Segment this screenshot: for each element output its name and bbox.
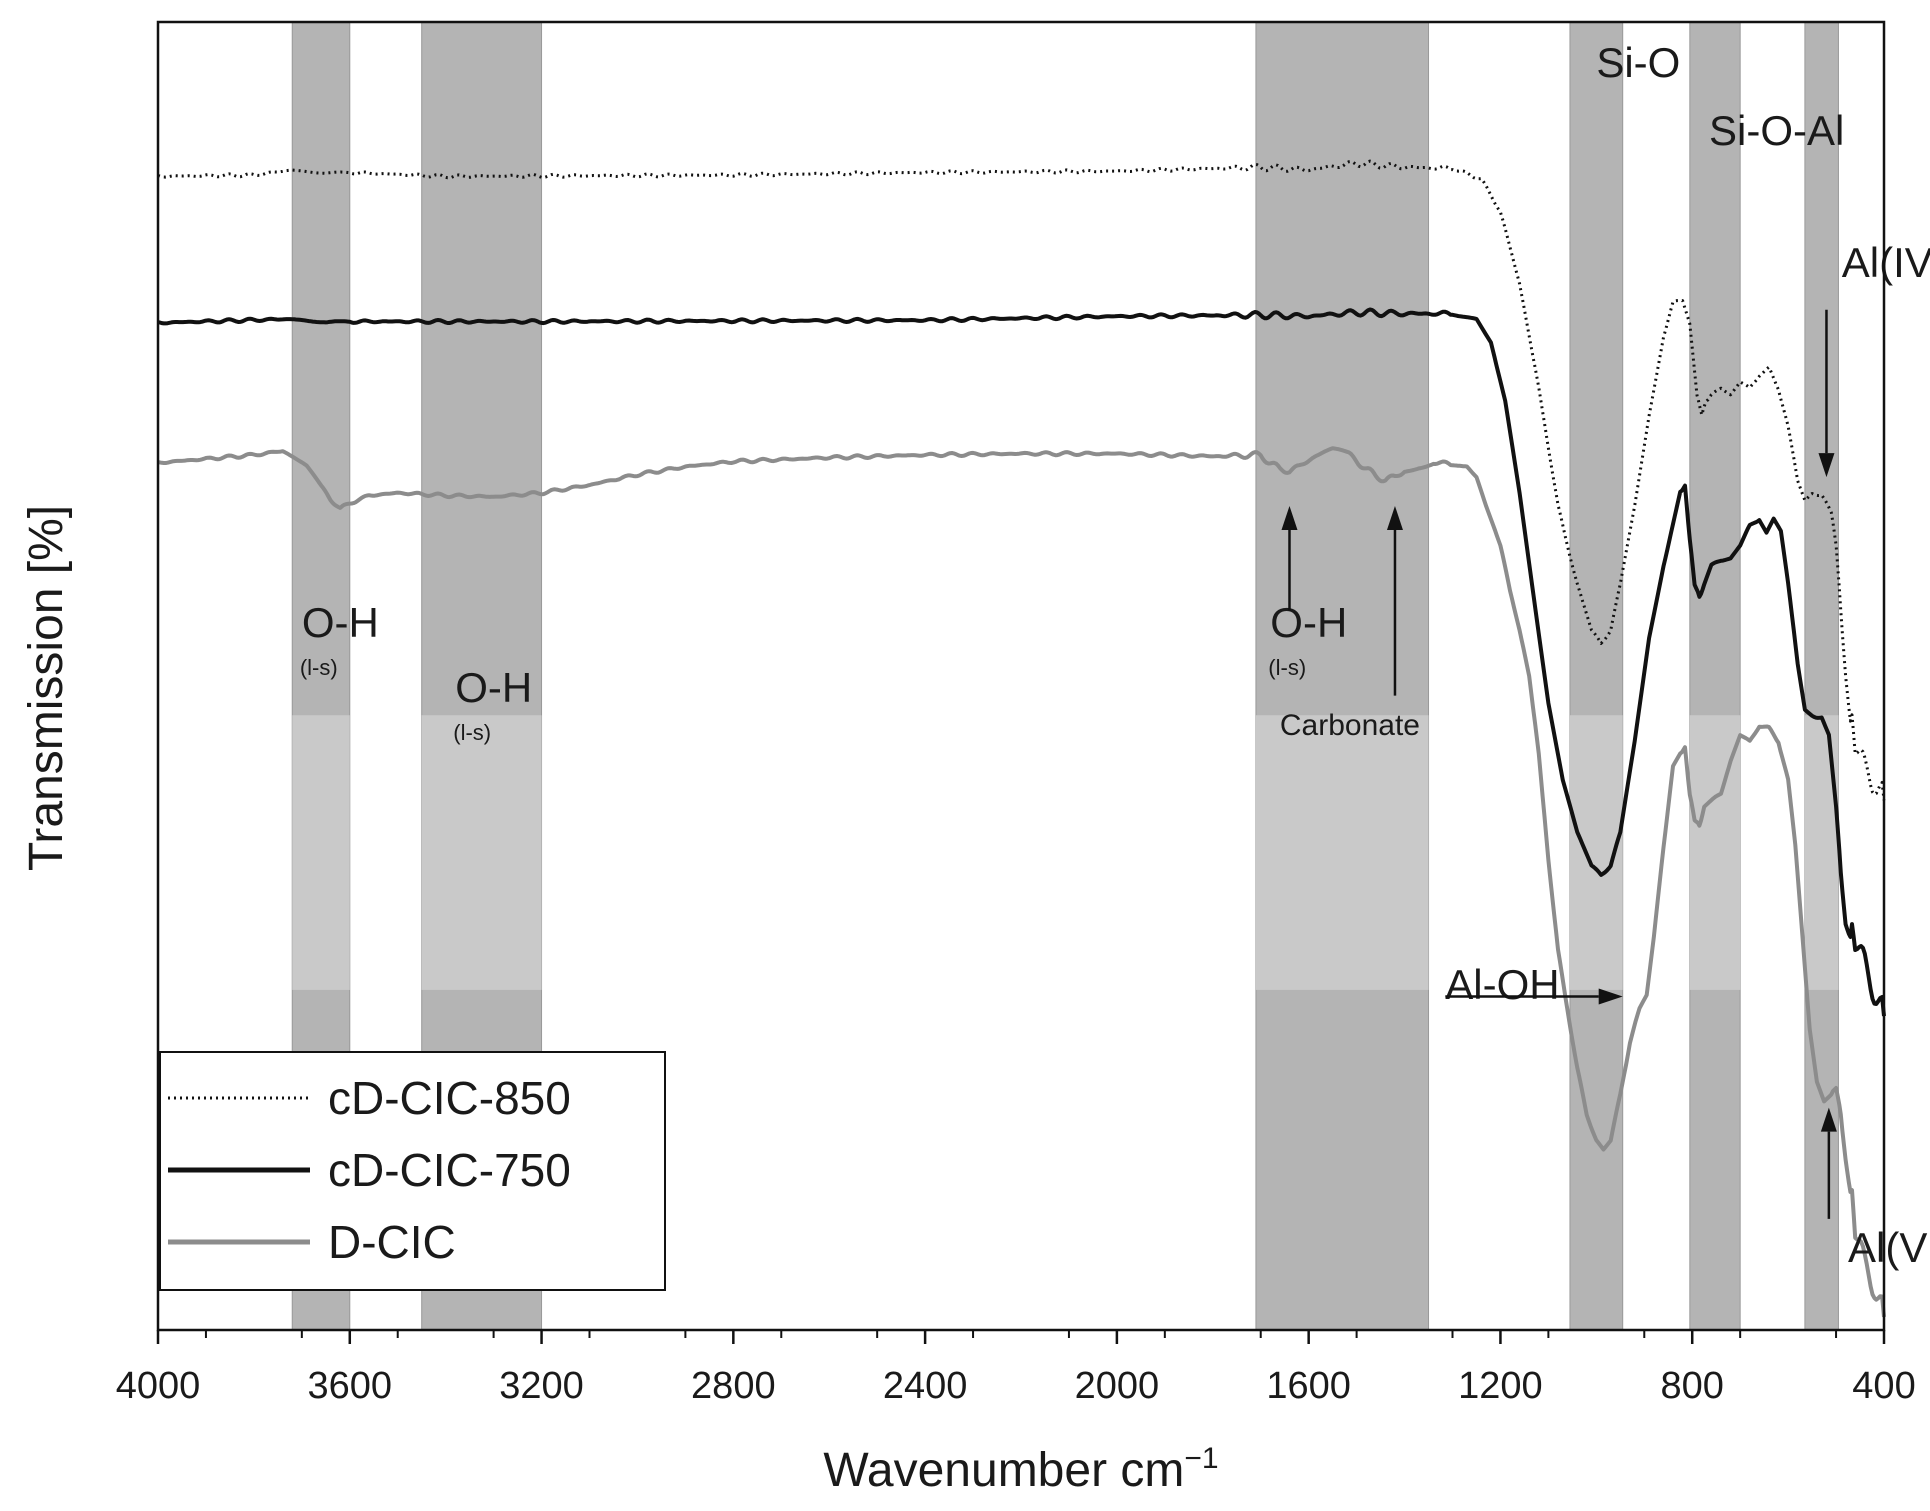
legend-item-cD-CIC-850: cD-CIC-850 (168, 1072, 571, 1124)
annotation-sublabel: (l-s) (1268, 655, 1306, 680)
x-tick-label: 3600 (308, 1365, 393, 1407)
annotation-label: O-H (455, 664, 532, 711)
band-rect (1804, 21, 1839, 1331)
x-tick-label: 1600 (1266, 1365, 1351, 1407)
x-tick-label: 1200 (1458, 1365, 1543, 1407)
annotation-label: Al(VI) (1848, 1224, 1930, 1271)
annotation-al-vi-: Al(VI) (1848, 1224, 1930, 1271)
legend-box (159, 1051, 666, 1291)
x-axis: 4000 3600 3200 2800 2400 2000 1600 1200 800 400 (116, 1330, 1916, 1407)
x-tick-label: 2800 (691, 1365, 776, 1407)
x-tick-label: 4000 (116, 1365, 201, 1407)
annotation-arrow (1281, 505, 1298, 611)
legend-label: D-CIC (328, 1216, 456, 1268)
legend: cD-CIC-850 cD-CIC-750 D-CIC (159, 1051, 666, 1291)
x-tick-label: 2000 (1075, 1365, 1160, 1407)
x-axis-label-text: Wavenumber cm (823, 1444, 1184, 1497)
arrow-head (1818, 453, 1835, 478)
band-rect (1569, 21, 1624, 1331)
annotation-si-o-al: Si-O-Al (1709, 107, 1844, 154)
series-line-cD-CIC-750 (157, 307, 1886, 1017)
annotations-layer: O-H (l-s) O-H (l-s) O-H (l-s) Carbonate Si-O Si-… (300, 39, 1930, 1271)
x-axis-label-superscript: −1 (1184, 1442, 1218, 1475)
band-5 (1689, 21, 1741, 1331)
annotation-o-h: O-H (l-s) (453, 664, 532, 745)
x-tick-label: 3200 (499, 1365, 584, 1407)
legend-item-cD-CIC-750: cD-CIC-750 (168, 1144, 571, 1196)
series-layer (157, 159, 1886, 1318)
plot-frame (156, 20, 1886, 1332)
band-light-section (1804, 715, 1839, 990)
band-light-section (292, 715, 350, 990)
annotation-arrow (1820, 1107, 1837, 1219)
arrow-head (1281, 505, 1298, 530)
band-rect (1689, 21, 1741, 1331)
legend-label: cD-CIC-750 (328, 1144, 571, 1196)
annotation-al-iv-: Al(IV) (1842, 239, 1930, 286)
x-tick-label: 800 (1661, 1365, 1724, 1407)
annotation-arrow (1818, 309, 1835, 478)
band-4 (1569, 21, 1624, 1331)
annotation-al-oh: Al-OH (1445, 961, 1559, 1008)
arrow-head (1820, 1107, 1837, 1132)
arrow-head (1598, 988, 1623, 1005)
annotation-label: Al(IV) (1842, 239, 1930, 286)
annotation-label: Carbonate (1280, 709, 1420, 742)
annotation-label: Si-O-Al (1709, 107, 1844, 154)
band-light-section (421, 715, 542, 990)
annotation-o-h: O-H (l-s) (300, 599, 379, 680)
annotation-arrow (1445, 988, 1623, 1005)
x-tick-label: 400 (1852, 1365, 1915, 1407)
band-rect (1255, 21, 1430, 1331)
annotation-carbonate: Carbonate (1280, 709, 1420, 742)
series-line-D-CIC (157, 446, 1886, 1318)
band-3 (1255, 21, 1430, 1331)
annotation-label: Al-OH (1445, 961, 1559, 1008)
arrow-head (1386, 505, 1403, 530)
y-axis-label: Transmission [%] (20, 505, 73, 871)
annotation-label: O-H (1270, 599, 1347, 646)
annotation-label: Si-O (1596, 39, 1680, 86)
annotation-o-h: O-H (l-s) (1268, 599, 1347, 680)
legend-label: cD-CIC-850 (328, 1072, 571, 1124)
band-light-section (1255, 715, 1429, 990)
annotation-label: O-H (302, 599, 379, 646)
annotation-si-o: Si-O (1596, 39, 1680, 86)
band-6 (1804, 21, 1839, 1331)
annotation-sublabel: (l-s) (453, 720, 491, 745)
x-tick-label: 2400 (883, 1365, 968, 1407)
annotation-arrow (1386, 505, 1403, 696)
series-line-cD-CIC-850 (157, 159, 1886, 801)
annotation-sublabel: (l-s) (300, 655, 338, 680)
legend-item-D-CIC: D-CIC (168, 1216, 456, 1268)
x-axis-label: Wavenumber cm−1 (823, 1442, 1218, 1497)
